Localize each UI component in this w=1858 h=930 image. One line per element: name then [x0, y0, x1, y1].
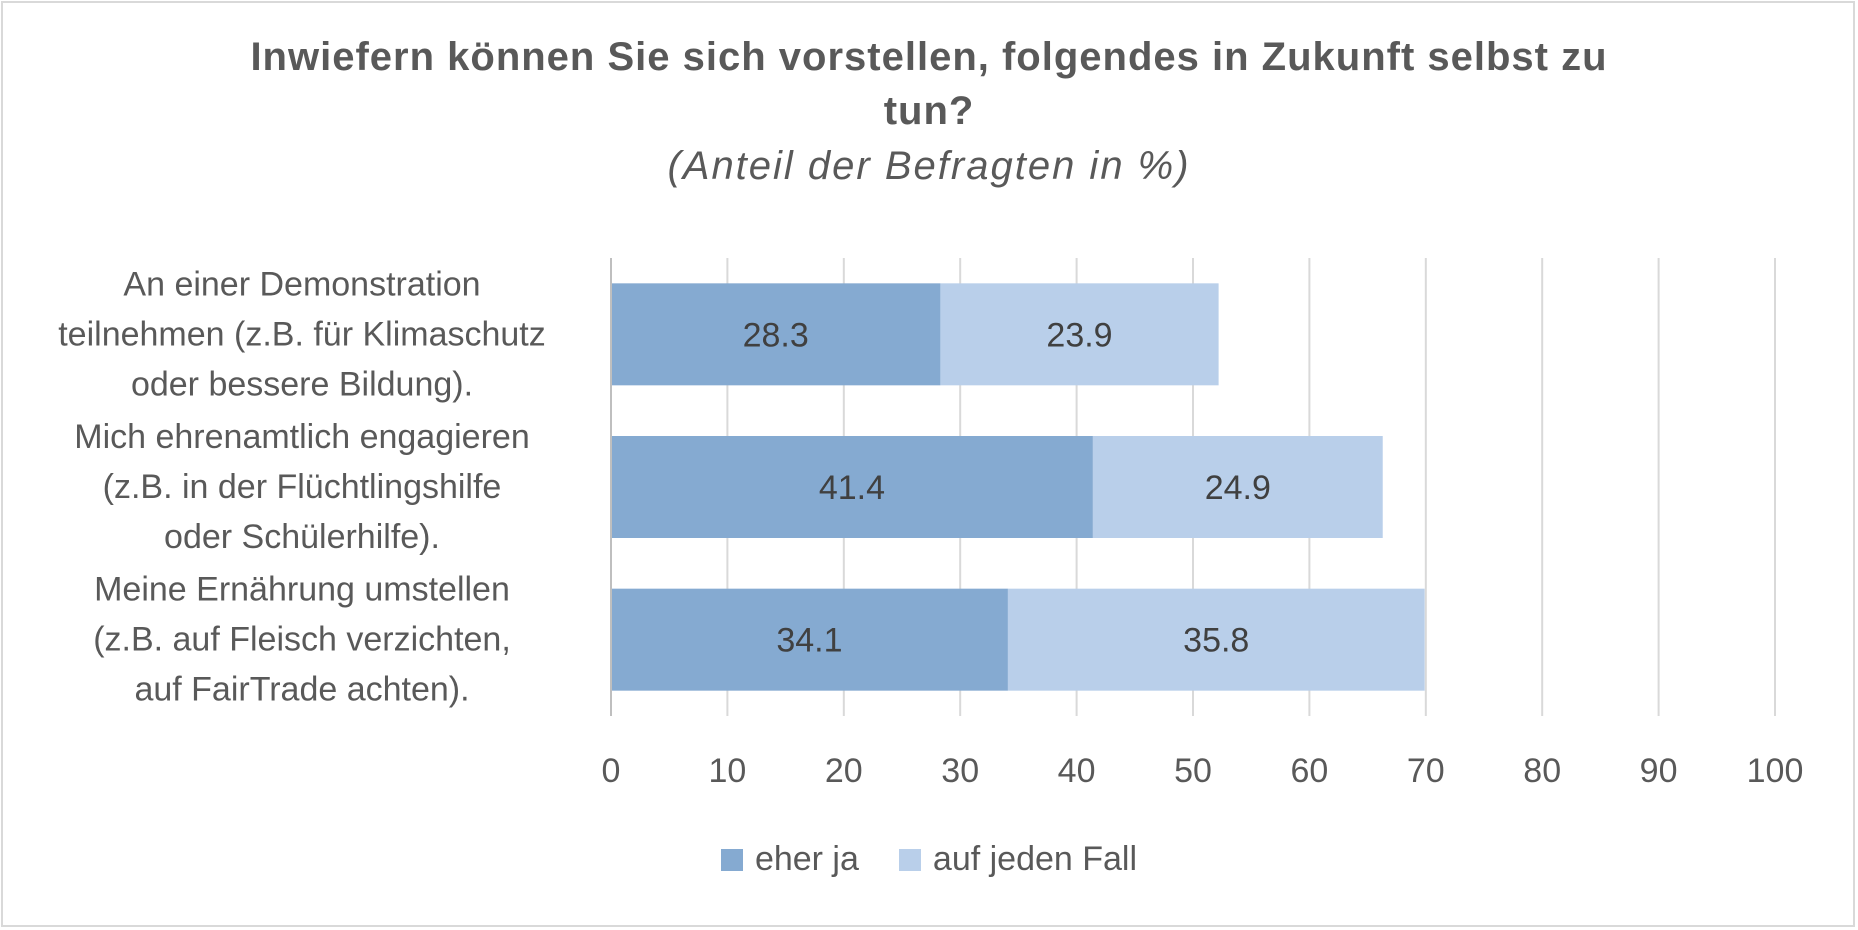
- data-label: 34.1: [776, 622, 842, 660]
- x-tick-label: 30: [941, 752, 979, 790]
- legend: eher ja auf jeden Fall: [0, 840, 1858, 879]
- category-label: An einer Demonstration: [123, 265, 480, 303]
- x-tick-label: 50: [1174, 752, 1212, 790]
- legend-item-eher-ja: eher ja: [720, 840, 859, 879]
- legend-label-auf-jeden-fall: auf jeden Fall: [932, 840, 1138, 878]
- x-tick-label: 10: [708, 752, 746, 790]
- x-tick-label: 20: [825, 752, 863, 790]
- bar-segment: [940, 283, 1219, 386]
- data-label: 24.9: [1205, 469, 1271, 507]
- bar-segment: [1092, 436, 1383, 538]
- x-tick-label: 80: [1523, 752, 1561, 790]
- category-label: (z.B. in der Flüchtlingshilfe: [103, 468, 502, 506]
- legend-swatch-auf-jeden-fall: [898, 848, 921, 871]
- category-label: auf FairTrade achten).: [134, 671, 469, 709]
- data-label: 28.3: [743, 316, 809, 354]
- chart-subtitle: (Anteil der Befragten in %): [667, 144, 1191, 188]
- chart-header: Inwiefern können Sie sich vorstellen, fo…: [0, 30, 1858, 192]
- legend-swatch-eher-ja: [720, 848, 743, 871]
- data-label: 41.4: [819, 469, 885, 507]
- legend-item-auf-jeden-fall: auf jeden Fall: [898, 840, 1138, 879]
- bar-segment: [611, 436, 1093, 538]
- legend-label-eher-ja: eher ja: [754, 840, 859, 878]
- x-tick-label: 60: [1290, 752, 1328, 790]
- x-tick-label: 100: [1747, 752, 1804, 790]
- category-label: oder bessere Bildung).: [131, 365, 473, 403]
- x-tick-label: 0: [602, 752, 621, 790]
- x-tick-label: 90: [1640, 752, 1678, 790]
- category-label: Meine Ernährung umstellen: [94, 571, 510, 609]
- data-label: 35.8: [1183, 622, 1249, 660]
- category-label: teilnehmen (z.B. für Klimaschutz: [58, 315, 546, 353]
- category-label: oder Schülerhilfe).: [164, 518, 440, 556]
- category-label: Mich ehrenamtlich engagieren: [74, 418, 529, 456]
- category-label: (z.B. auf Fleisch verzichten,: [93, 621, 511, 659]
- x-tick-label: 40: [1058, 752, 1096, 790]
- data-label: 23.9: [1046, 316, 1112, 354]
- x-tick-label: 70: [1407, 752, 1445, 790]
- chart-title: Inwiefern können Sie sich vorstellen, fo…: [250, 35, 1608, 133]
- bar-segment: [611, 283, 941, 386]
- bar-segment: [1007, 588, 1425, 691]
- bar-segment: [611, 588, 1008, 691]
